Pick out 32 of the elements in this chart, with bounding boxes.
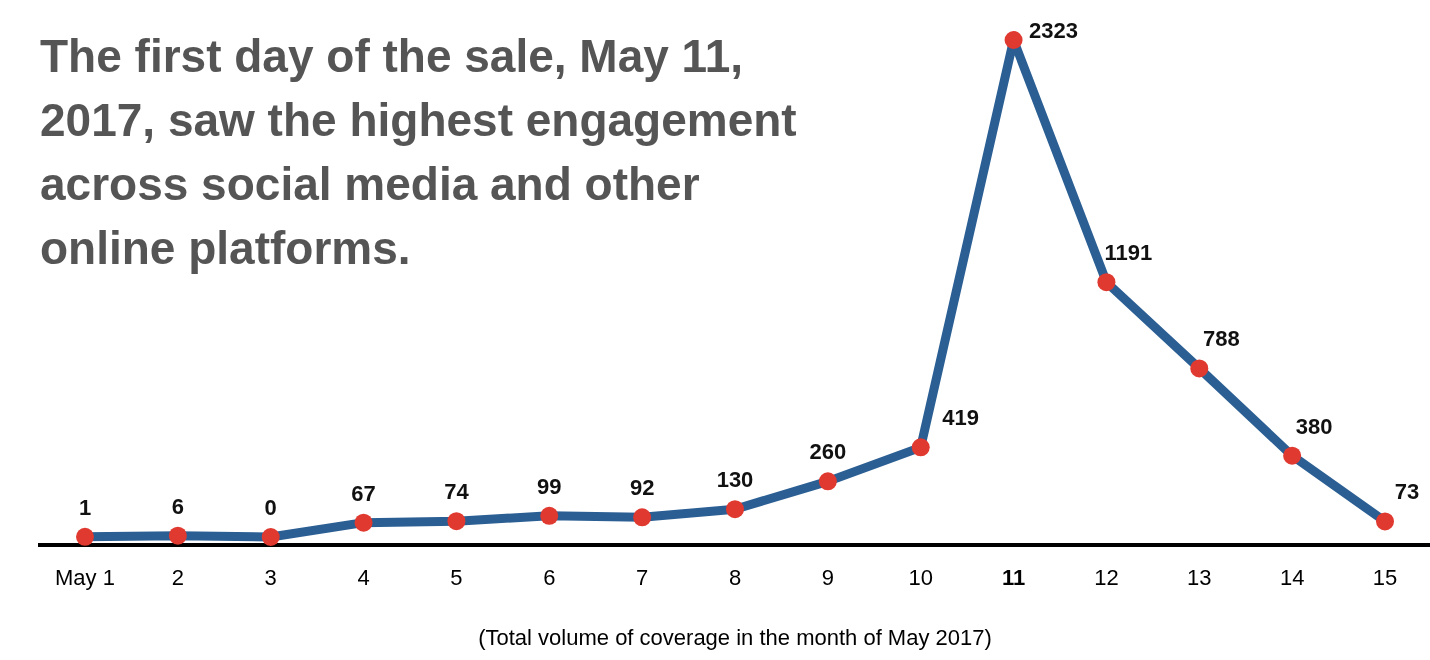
x-tick-label: 9	[821, 565, 834, 590]
x-tick-label: 15	[1372, 565, 1398, 590]
text: The first day of the sale, May 11, 2017, saw the highest engagement across social media and other online platforms.	[40, 30, 797, 274]
x-tick-label: 12	[1094, 565, 1119, 590]
data-label: 380	[1295, 413, 1333, 439]
x-tick-label: 2	[171, 565, 184, 590]
x-axis-title: (Total volume of coverage in the month of May 2017)	[478, 625, 992, 650]
x-tick-label: May 1	[55, 565, 115, 590]
x-tick-label: 3	[264, 565, 277, 590]
data-label: 1191	[1104, 240, 1153, 266]
data-label: 788	[1202, 326, 1240, 352]
data-label: 1	[78, 494, 92, 520]
x-tick-label: 11	[1001, 565, 1026, 590]
x-tick-label: 5	[450, 565, 463, 590]
x-tick-label: 6	[543, 565, 556, 590]
data-label: 0	[264, 495, 277, 520]
data-label: 73	[1394, 479, 1420, 505]
data-label: 130	[716, 467, 754, 493]
data-label: 6	[171, 493, 184, 519]
data-label: 67	[351, 480, 376, 506]
x-tick-label: 13	[1187, 565, 1212, 590]
x-tick-label: 8	[728, 565, 742, 590]
data-label: 419	[942, 405, 980, 431]
x-tick-label: 10	[908, 565, 933, 590]
data-label: 99	[537, 473, 562, 499]
x-tick-label: 14	[1279, 565, 1305, 590]
data-label: 2323	[1029, 18, 1079, 43]
data-label: 260	[809, 439, 847, 465]
data-label: 92	[629, 475, 655, 501]
x-tick-label: 4	[357, 565, 370, 590]
data-label: 74	[444, 479, 470, 505]
x-tick-label: 7	[636, 565, 649, 590]
